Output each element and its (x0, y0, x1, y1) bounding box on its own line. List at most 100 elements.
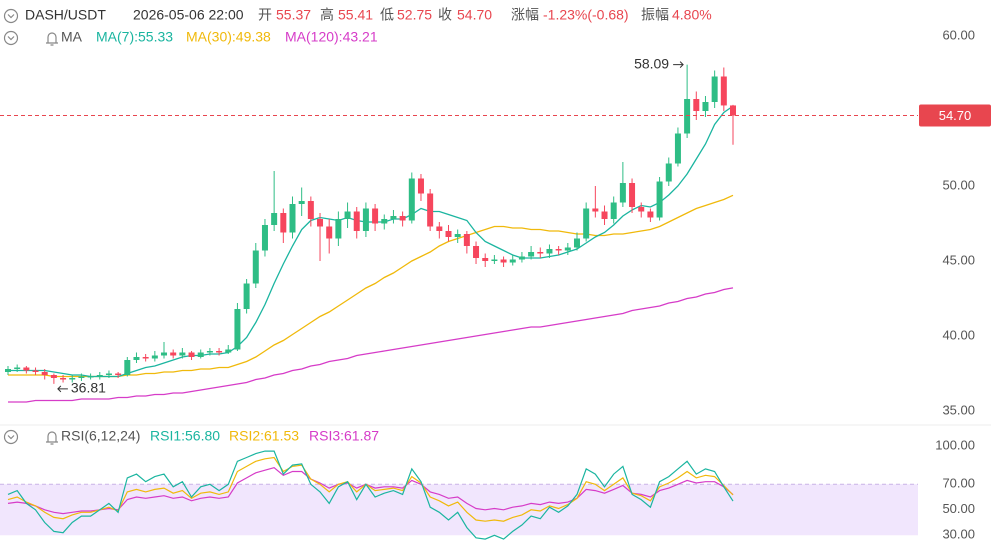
candle-body (78, 376, 85, 378)
time: 2026-05-06 22:00 (133, 7, 244, 23)
candle-body (197, 352, 204, 357)
candle-body (518, 256, 525, 260)
ma-title: MA (61, 29, 83, 45)
change-value: -1.23%(-0.68) (543, 7, 629, 23)
rsi-line (7, 467, 734, 515)
y-tick-label: 40.00 (942, 327, 975, 342)
collapse-icon[interactable] (3, 8, 19, 24)
candle-body (564, 247, 571, 251)
candle-body (188, 352, 195, 357)
candle-body (482, 258, 489, 261)
collapse-icon[interactable] (3, 429, 19, 445)
candle-body (96, 375, 103, 377)
candle-body (271, 213, 278, 225)
candle-body (23, 367, 30, 371)
candle-body (105, 373, 112, 375)
amplitude-value: 4.80% (672, 7, 712, 23)
candle-body (638, 207, 645, 212)
candle-body (610, 202, 617, 219)
candle-body (500, 259, 507, 263)
candle-body (619, 183, 626, 203)
candle-body (702, 102, 709, 111)
candle-body (161, 352, 168, 356)
candle-body (317, 219, 324, 227)
legend-entry: MA(7):55.33 (96, 29, 173, 45)
candle-body (307, 201, 314, 219)
candle-body (362, 208, 369, 231)
rsi-tick-label: 70.00 (942, 476, 975, 491)
candle-body (280, 213, 287, 233)
close-value: 54.70 (457, 7, 492, 23)
candle-body (298, 201, 305, 204)
header: DASH/USDT 2026-05-06 22:00 开 55.37 高 55.… (3, 7, 712, 24)
ma-legend: MA (3, 29, 83, 46)
candle-body (14, 367, 21, 369)
candle-body (142, 357, 149, 359)
rsi-line (7, 456, 734, 522)
change-label: 涨幅 (511, 7, 539, 23)
high-label: 高 (320, 7, 334, 23)
ma-line (8, 105, 734, 378)
bell-icon[interactable] (46, 32, 58, 46)
candle-body (216, 351, 223, 353)
candle-body (252, 250, 259, 284)
candle-body (234, 309, 241, 350)
candle-body (408, 178, 415, 221)
low-label: 低 (380, 7, 394, 23)
candle-body (491, 259, 498, 261)
candle-body (381, 219, 388, 224)
candle-body (372, 208, 379, 224)
collapse-icon[interactable] (3, 30, 19, 46)
candle-body (730, 105, 736, 116)
rsi-line (7, 450, 734, 540)
candle-body (87, 376, 94, 378)
amplitude-label: 振幅 (641, 7, 669, 23)
high-value: 55.41 (338, 7, 373, 23)
candle-body (436, 226, 443, 231)
candle-body (353, 211, 360, 231)
candle-body (41, 372, 48, 375)
candle-body (124, 360, 131, 375)
candle-body (326, 226, 333, 239)
candle-body (546, 249, 553, 254)
candle-body (509, 259, 516, 263)
ma-line (8, 287, 734, 403)
legend-entry: RSI1:56.80 (150, 428, 220, 444)
last-price-box (919, 104, 991, 127)
candle-body (693, 99, 700, 111)
max-label: 58.09 (634, 55, 669, 71)
candle-body (454, 234, 461, 237)
candle-body (50, 375, 57, 378)
legend-entry: MA(30):49.38 (186, 29, 271, 45)
chevron (7, 36, 15, 41)
y-tick-label: 45.00 (942, 252, 975, 267)
candle-body (592, 208, 599, 212)
rsi-title: RSI(6,12,24) (61, 428, 140, 444)
candle-body (179, 352, 186, 356)
candle-body (674, 133, 681, 164)
candle-body (684, 99, 691, 134)
y-tick-label: 50.00 (942, 177, 975, 192)
candle-body (399, 216, 406, 221)
candle-body (647, 211, 654, 218)
candle-body (601, 211, 608, 219)
candle-body (289, 204, 296, 233)
candle-body (133, 357, 140, 360)
chevron (7, 14, 15, 19)
candle-body (528, 252, 535, 257)
candle-body (665, 163, 672, 182)
legend-entry: MA(120):43.21 (285, 29, 378, 45)
max-arrow (673, 61, 684, 69)
close-label: 收 (438, 7, 452, 23)
rsi-tick-label: 30.00 (942, 527, 975, 542)
candle-body (573, 238, 580, 248)
candle-body (32, 370, 39, 372)
candle-body (390, 216, 397, 219)
candle-body (69, 378, 76, 380)
bell-icon[interactable] (46, 431, 58, 445)
candle-body (243, 283, 250, 309)
candle-body (555, 249, 562, 251)
candle-body (115, 373, 122, 375)
candle-body (711, 76, 718, 102)
candle-body (261, 225, 268, 251)
